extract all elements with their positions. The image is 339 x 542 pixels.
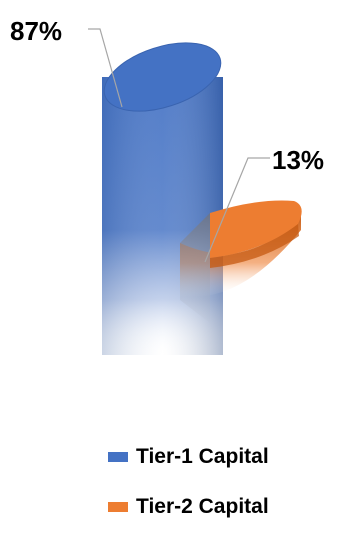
slice-tier-1-top	[103, 42, 222, 112]
chart-legend: Tier-1 Capital Tier-2 Capital	[108, 442, 269, 542]
leader-line-tier-1	[88, 28, 123, 108]
chart-canvas: 87% 13%	[10, 16, 324, 355]
legend-swatch-tier-2	[108, 502, 128, 512]
data-label-tier-1: 87%	[10, 16, 123, 108]
legend-swatch-tier-1	[108, 452, 128, 462]
slice-tier-2-top-edge	[210, 224, 299, 268]
slice-tier-2-inner-face	[180, 213, 210, 323]
data-label-tier-2-text: 13%	[272, 145, 324, 175]
data-label-tier-2: 13%	[204, 145, 324, 263]
legend-label-tier-2: Tier-2 Capital	[136, 495, 269, 518]
slice-tier-2[interactable]	[180, 200, 302, 324]
legend-item-tier-2[interactable]: Tier-2 Capital	[108, 492, 269, 522]
data-label-tier-1-text: 87%	[10, 16, 62, 46]
legend-item-tier-1[interactable]: Tier-1 Capital	[108, 442, 269, 472]
slice-tier-2-top	[210, 200, 302, 258]
slice-tier-1[interactable]	[96, 30, 230, 355]
leader-line-tier-2	[204, 157, 270, 263]
legend-label-tier-1: Tier-1 Capital	[136, 445, 269, 468]
